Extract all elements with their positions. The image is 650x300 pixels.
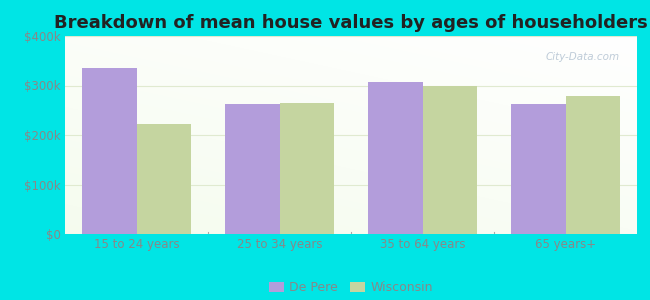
Bar: [225, 104, 280, 234]
Bar: [422, 85, 477, 234]
Bar: [368, 82, 422, 234]
Bar: [511, 104, 566, 234]
Legend: De Pere, Wisconsin: De Pere, Wisconsin: [264, 276, 438, 299]
Title: Breakdown of mean house values by ages of householders: Breakdown of mean house values by ages o…: [54, 14, 648, 32]
Bar: [566, 96, 620, 234]
Bar: [136, 124, 191, 234]
Text: City-Data.com: City-Data.com: [546, 52, 620, 62]
Bar: [280, 103, 334, 234]
Bar: [82, 68, 136, 234]
